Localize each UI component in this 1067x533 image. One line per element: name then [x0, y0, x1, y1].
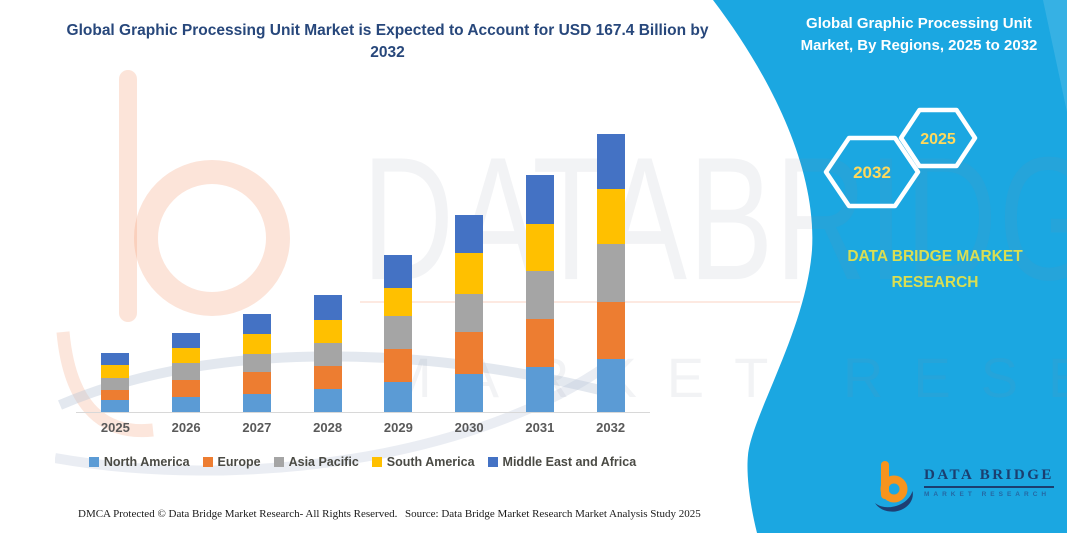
bar-segment-asia-pacific [455, 293, 484, 332]
x-axis-label-2027: 2027 [242, 420, 272, 435]
badge-2025-label: 2025 [920, 131, 956, 148]
legend-item-middle-east-and-africa: Middle East and Africa [487, 455, 637, 469]
bar-segment-europe [525, 318, 554, 367]
x-axis-label-2029: 2029 [383, 420, 413, 435]
company-logo: DATA BRIDGE MARKET RESEARCH [874, 459, 1054, 517]
bar-segment-south-america [101, 364, 130, 378]
bar-segment-asia-pacific [101, 377, 130, 390]
bar-segment-middle-east-and-africa [242, 313, 271, 334]
bar-segment-south-america [313, 319, 342, 343]
legend-item-asia-pacific: Asia Pacific [273, 455, 359, 469]
bar-segment-north-america [596, 358, 625, 412]
year-badges: 2032 2025 [823, 107, 978, 209]
bar-segment-north-america [455, 373, 484, 412]
x-axis-label-2032: 2032 [596, 420, 626, 435]
side-panel-title: Global Graphic Processing Unit Market, B… [800, 15, 1038, 54]
bar-segment-europe [596, 301, 625, 359]
legend-label: Asia Pacific [288, 455, 359, 469]
bar-segment-europe [313, 365, 342, 389]
bar-segment-south-america [455, 253, 484, 294]
badge-2032-label: 2032 [853, 163, 891, 182]
logo-subtitle-text: MARKET RESEARCH [924, 491, 1051, 498]
page-title: Global Graphic Processing Unit Market is… [66, 22, 709, 61]
plot-area: 2025 2026 2027 2028 2029 2030 2031 2032 [80, 130, 646, 435]
bar-segment-middle-east-and-africa [596, 134, 625, 190]
bar-segment-europe [384, 348, 413, 382]
legend-item-south-america: South America [371, 455, 475, 469]
legend-label: Europe [217, 455, 261, 469]
bar-segment-north-america [384, 381, 413, 412]
bar-segment-south-america [596, 189, 625, 245]
footer-source-text: Source: Data Bridge Market Research Mark… [405, 508, 701, 520]
bar-segment-europe [101, 389, 130, 400]
legend-label: Middle East and Africa [502, 455, 637, 469]
x-axis-line [76, 412, 650, 413]
bar-segment-middle-east-and-africa [455, 215, 484, 254]
brand-name-text: DATA BRIDGE MARKET RESEARCH [847, 248, 1023, 292]
watermark-underline [360, 301, 800, 303]
legend-swatch-icon [487, 457, 498, 467]
bar-segment-asia-pacific [596, 244, 625, 302]
bar-segment-north-america [101, 399, 130, 412]
x-axis-label-2031: 2031 [525, 420, 555, 435]
legend-item-europe: Europe [202, 455, 261, 469]
x-axis-label-2026: 2026 [171, 420, 201, 435]
bar-segment-north-america [242, 393, 271, 412]
x-axis-label-2025: 2025 [100, 420, 130, 435]
bar-segment-asia-pacific [242, 353, 271, 372]
x-axis-label-2030: 2030 [454, 420, 484, 435]
bar-segment-asia-pacific [172, 363, 201, 381]
bar-segment-europe [242, 371, 271, 394]
bar-segment-south-america [384, 287, 413, 316]
hexagon-2025 [898, 107, 978, 169]
bar-segment-middle-east-and-africa [384, 254, 413, 288]
legend-item-north-america: North America [88, 455, 190, 469]
data-bridge-logo-icon [875, 461, 913, 512]
bar-segment-asia-pacific [525, 270, 554, 319]
bar-segment-north-america [525, 366, 554, 412]
legend-swatch-icon [273, 457, 284, 467]
logo-name-text: DATA BRIDGE [924, 467, 1054, 488]
bar-segment-north-america [313, 388, 342, 412]
bar-segment-asia-pacific [384, 315, 413, 349]
bar-segment-middle-east-and-africa [313, 294, 342, 320]
bar-segment-asia-pacific [313, 342, 342, 366]
logo-wordmark: DATA BRIDGE MARKET RESEARCH [924, 459, 1054, 498]
legend-swatch-icon [202, 457, 213, 467]
bar-segment-south-america [242, 333, 271, 354]
bar-segment-europe [172, 380, 201, 397]
bar-segment-south-america [525, 223, 554, 271]
legend-swatch-icon [88, 457, 99, 467]
bar-segment-north-america [172, 396, 201, 412]
bar-segment-europe [455, 331, 484, 374]
footer-dmca-text: DMCA Protected © Data Bridge Market Rese… [78, 508, 398, 520]
hexagon-2032 [823, 135, 921, 209]
bar-segment-middle-east-and-africa [172, 333, 201, 349]
x-axis-label-2028: 2028 [313, 420, 343, 435]
legend-label: South America [386, 455, 475, 469]
bar-segment-middle-east-and-africa [525, 175, 554, 224]
bar-segment-south-america [172, 348, 201, 364]
legend-swatch-icon [371, 457, 382, 467]
legend: North America Europe Asia Pacific South Ame… [70, 455, 655, 469]
legend-label: North America [103, 455, 190, 469]
bar-segment-middle-east-and-africa [101, 352, 130, 365]
